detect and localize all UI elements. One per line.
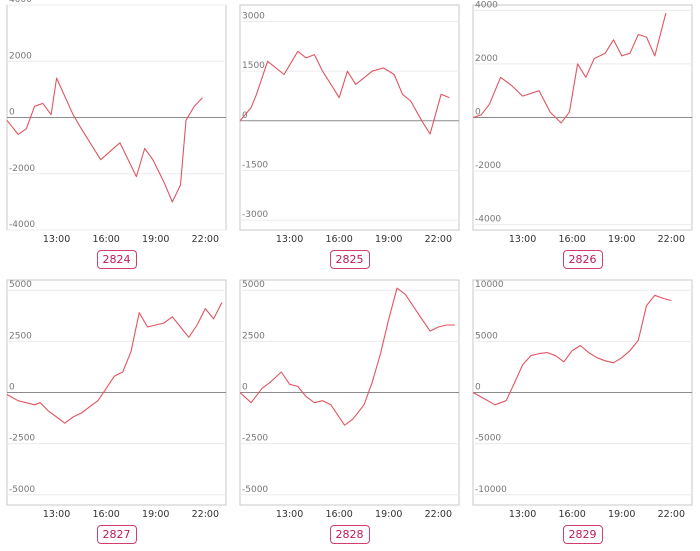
y-tick-label: -2500 (9, 434, 35, 444)
x-tick-label: 22:00 (192, 509, 219, 520)
x-tick-label: 13:00 (509, 509, 536, 520)
y-tick-label: -2000 (475, 161, 501, 171)
chart-label-badge-4: 2827 (96, 525, 137, 544)
x-tick-label: 16:00 (92, 509, 119, 520)
series-line (6, 302, 223, 424)
series-line (472, 12, 667, 124)
series-line (472, 294, 672, 406)
y-tick-label: 0 (475, 383, 481, 393)
y-tick-label: -5000 (9, 485, 35, 495)
x-tick-label: 22:00 (425, 234, 452, 245)
x-tick-label: 19:00 (375, 234, 402, 245)
y-tick-label: 10000 (475, 280, 504, 290)
chart-panel-6: 10000 5000 0 -5000 -10000 13:00 16:00 19:00 22:0… (466, 275, 699, 550)
x-tick-label: 22:00 (658, 509, 685, 520)
y-tick-label: 0 (242, 111, 248, 121)
y-tick-label: -2500 (242, 434, 268, 444)
series-line (239, 287, 455, 426)
y-tick-label: 0 (242, 383, 248, 393)
y-tick-label: 0 (9, 108, 15, 118)
x-tick-label: 22:00 (658, 234, 685, 245)
x-tick-label: 16:00 (92, 234, 119, 245)
x-tick-label: 22:00 (192, 234, 219, 245)
x-tick-label: 13:00 (43, 234, 70, 245)
chart-panel-2: 3000 1500 0 -1500 -3000 13:00 16:00 19:00 22:00 … (233, 0, 466, 275)
y-tick-label: 0 (475, 108, 481, 118)
x-tick-label: 16:00 (558, 509, 585, 520)
chart-label-badge-1: 2824 (96, 250, 137, 269)
chart-label-badge-5: 2828 (329, 525, 370, 544)
chart-panel-5: 5000 2500 0 -2500 -5000 13:00 16:00 19:00 22:00 … (233, 275, 466, 550)
y-tick-label: -2000 (9, 164, 35, 174)
x-tick-label: 19:00 (608, 234, 635, 245)
y-tick-label: -5000 (475, 434, 501, 444)
plot-frame (239, 4, 460, 231)
chart-panel-4: 5000 2500 0 -2500 -5000 13:00 16:00 19:00 22:00 … (0, 275, 233, 550)
chart-svg-1: 4000 2000 0 -2000 -4000 13:00 16:00 19:00 22:00 (6, 0, 227, 245)
chart-label-badge-2: 2825 (329, 250, 370, 269)
series-line (239, 50, 450, 135)
chart-label-badge-6: 2829 (562, 525, 603, 544)
chart-label-badge-3: 2826 (562, 250, 603, 269)
chart-svg-2: 3000 1500 0 -1500 -3000 13:00 16:00 19:00 22:00 (239, 4, 460, 245)
x-tick-label: 16:00 (325, 509, 352, 520)
y-tick-label: 3000 (242, 12, 265, 22)
x-tick-label: 16:00 (325, 234, 352, 245)
chart-svg-3: 4000 2000 0 -2000 -4000 13:00 16:00 19:00 22:00 (472, 0, 693, 245)
y-tick-label: -5000 (242, 485, 268, 495)
y-tick-label: -4000 (9, 220, 35, 230)
y-tick-label: -1500 (242, 160, 268, 170)
y-tick-label: 5000 (9, 280, 32, 290)
y-tick-label: -3000 (242, 210, 268, 220)
y-tick-label: 2500 (242, 331, 265, 341)
x-tick-label: 19:00 (142, 509, 169, 520)
x-tick-label: 13:00 (43, 509, 70, 520)
y-tick-label: -4000 (475, 215, 501, 225)
y-tick-label: 4000 (475, 0, 498, 10)
y-tick-label: 2000 (475, 54, 498, 64)
series-line (6, 77, 203, 203)
y-tick-label: 2000 (9, 51, 32, 61)
y-tick-label: 0 (9, 383, 15, 393)
chart-svg-6: 10000 5000 0 -5000 -10000 13:00 16:00 19:00 22:0… (472, 279, 693, 520)
x-tick-label: 19:00 (608, 509, 635, 520)
chart-svg-5: 5000 2500 0 -2500 -5000 13:00 16:00 19:00 22:00 (239, 279, 460, 520)
chart-svg-4: 5000 2500 0 -2500 -5000 13:00 16:00 19:00 22:00 (6, 279, 227, 520)
x-tick-label: 16:00 (558, 234, 585, 245)
y-tick-label: 4000 (9, 0, 32, 5)
chart-panel-1: 4000 2000 0 -2000 -4000 13:00 16:00 19:00 22:00 … (0, 0, 233, 275)
chart-panel-3: 4000 2000 0 -2000 -4000 13:00 16:00 19:00 22:00 … (466, 0, 699, 275)
y-tick-label: 5000 (475, 331, 498, 341)
x-tick-label: 13:00 (509, 234, 536, 245)
x-tick-label: 22:00 (425, 509, 452, 520)
y-tick-label: -10000 (475, 485, 507, 495)
x-tick-label: 13:00 (276, 509, 303, 520)
x-tick-label: 13:00 (276, 234, 303, 245)
y-tick-label: 1500 (242, 61, 265, 71)
y-tick-label: 5000 (242, 280, 265, 290)
x-tick-label: 19:00 (142, 234, 169, 245)
y-tick-label: 2500 (9, 331, 32, 341)
x-tick-label: 19:00 (375, 509, 402, 520)
